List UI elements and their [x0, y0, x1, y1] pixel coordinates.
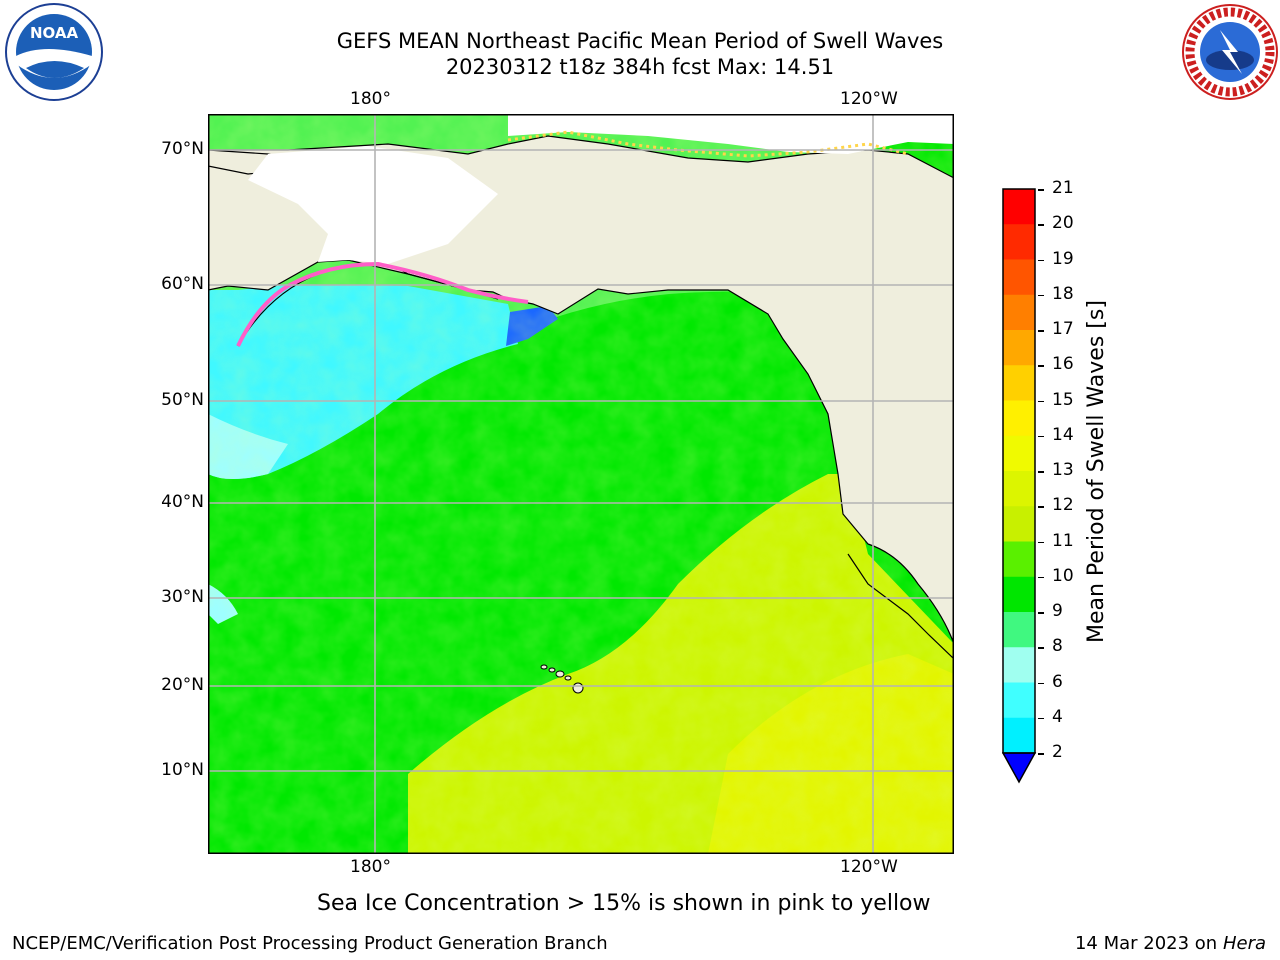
noaa-logo-icon: NOAA [5, 3, 103, 101]
sea-ice-caption: Sea Ice Concentration > 15% is shown in … [317, 891, 931, 916]
lon-label-top-180: 180° [350, 89, 391, 109]
colorbar-tick-mark [1038, 189, 1044, 191]
colorbar-tick-label: 9 [1052, 601, 1063, 621]
colorbar-tick-label: 14 [1052, 424, 1074, 445]
colorbar-tick-mark [1038, 365, 1044, 367]
colorbar-tick-mark [1038, 259, 1044, 261]
colorbar-swatch [1003, 224, 1035, 260]
lon-label-top-120w: 120°W [840, 89, 898, 109]
colorbar-swatches [1001, 188, 1037, 784]
colorbar-tick-label: 4 [1052, 706, 1063, 727]
colorbar-tick-label: 11 [1052, 530, 1074, 551]
map-panel [208, 114, 954, 854]
colorbar-swatch [1003, 189, 1035, 225]
colorbar-tick-label: 19 [1052, 248, 1074, 269]
colorbar-swatch [1003, 294, 1035, 331]
graticule [208, 114, 954, 854]
lat-label-70n: 70°N [161, 139, 204, 159]
colorbar-swatch [1003, 612, 1035, 648]
sea-ice-arctic [507, 130, 909, 158]
colorbar-tick-mark [1038, 682, 1044, 684]
lon-label-bottom-120w: 120°W [840, 857, 898, 877]
colorbar-swatch [1003, 330, 1035, 366]
chart-title: GEFS MEAN Northeast Pacific Mean Period … [336, 29, 944, 53]
colorbar-tick-label: 2 [1052, 742, 1063, 762]
colorbar-tick-label: 13 [1052, 460, 1074, 480]
colorbar-tick-mark [1038, 717, 1044, 720]
lat-label-40n: 40°N [161, 492, 204, 512]
footer-host: Hera [1222, 933, 1266, 954]
colorbar-tick-mark [1038, 330, 1044, 332]
colorbar-tick-mark [1038, 753, 1044, 755]
colorbar-tick-mark [1038, 506, 1044, 508]
swell-period-map [208, 114, 954, 854]
colorbar-swatch [1003, 541, 1035, 578]
footer-date-text: 14 Mar 2023 on [1074, 933, 1218, 954]
noaa-logo-text: NOAA [30, 24, 79, 42]
lat-label-10n: 10°N [161, 760, 204, 780]
colorbar-tick-mark [1038, 647, 1044, 649]
bering-sea-open [248, 146, 498, 264]
nws-logo-icon [1182, 4, 1278, 100]
colorbar-swatch [1003, 576, 1035, 613]
colorbar-tick-label: 6 [1052, 671, 1063, 692]
colorbar-tick-label: 16 [1052, 354, 1074, 375]
colorbar-swatch [1003, 435, 1035, 472]
colorbar-tick-label: 21 [1052, 178, 1074, 198]
colorbar-tick-mark [1038, 471, 1044, 473]
map-frame [208, 114, 954, 854]
colorbar-tick-label: 17 [1052, 319, 1074, 339]
colorbar-tick-mark [1038, 541, 1044, 543]
colorbar-swatch [1003, 647, 1035, 683]
footer-date: 14 Mar 2023 on Hera [1075, 933, 1266, 954]
colorbar-tick-mark [1038, 576, 1044, 579]
sea-ice-edge [236, 261, 529, 347]
colorbar-tick-label: 8 [1052, 636, 1063, 657]
lat-label-30n: 30°N [161, 587, 204, 607]
colorbar-swatch [1003, 506, 1035, 542]
coastline-baja [847, 553, 954, 660]
colorbar-tick-mark [1038, 224, 1044, 226]
colorbar-extend-arrow [1001, 752, 1037, 784]
chart-subtitle: 20230312 t18z 384h fcst Max: 14.51 [445, 55, 835, 79]
colorbar-tick-label: 18 [1052, 283, 1074, 304]
colorbar-swatch [1003, 400, 1035, 437]
colorbar-frame [1002, 188, 1036, 754]
colorbar-tick-labels: 21 20 19 18 17 16 15 14 13 12 11 10 9 8 6 4 2 [1038, 178, 1112, 784]
lon-label-bottom-180: 180° [350, 857, 391, 877]
colorbar-swatch [1003, 259, 1035, 296]
arctic-ocean [508, 114, 954, 154]
colorbar-swatch [1003, 471, 1035, 507]
noaa-logo: NOAA [4, 2, 104, 102]
colorbar-tick-mark [1038, 612, 1044, 614]
lat-label-60n: 60°N [161, 274, 204, 294]
colorbar [1001, 188, 1038, 784]
colorbar-tick-mark [1038, 294, 1044, 297]
colorbar-tick-mark [1038, 400, 1044, 402]
colorbar-swatch [1003, 682, 1035, 719]
colorbar-tick-label: 15 [1052, 389, 1074, 410]
colorbar-swatch [1003, 365, 1035, 401]
colorbar-tick-label: 12 [1052, 495, 1074, 516]
colorbar-label: Mean Period of Swell Waves [s] [1084, 300, 1109, 643]
colorbar-swatch [1003, 717, 1035, 754]
colorbar-tick-mark [1038, 435, 1044, 438]
lat-label-20n: 20°N [161, 675, 204, 695]
colorbar-tick-label: 20 [1052, 213, 1074, 234]
hawaii-islands [540, 664, 584, 694]
colorbar-tick-label: 10 [1052, 565, 1074, 586]
lat-label-50n: 50°N [161, 390, 204, 410]
footer-credit: NCEP/EMC/Verification Post Processing Pr… [12, 933, 608, 954]
nws-logo [1180, 2, 1280, 102]
